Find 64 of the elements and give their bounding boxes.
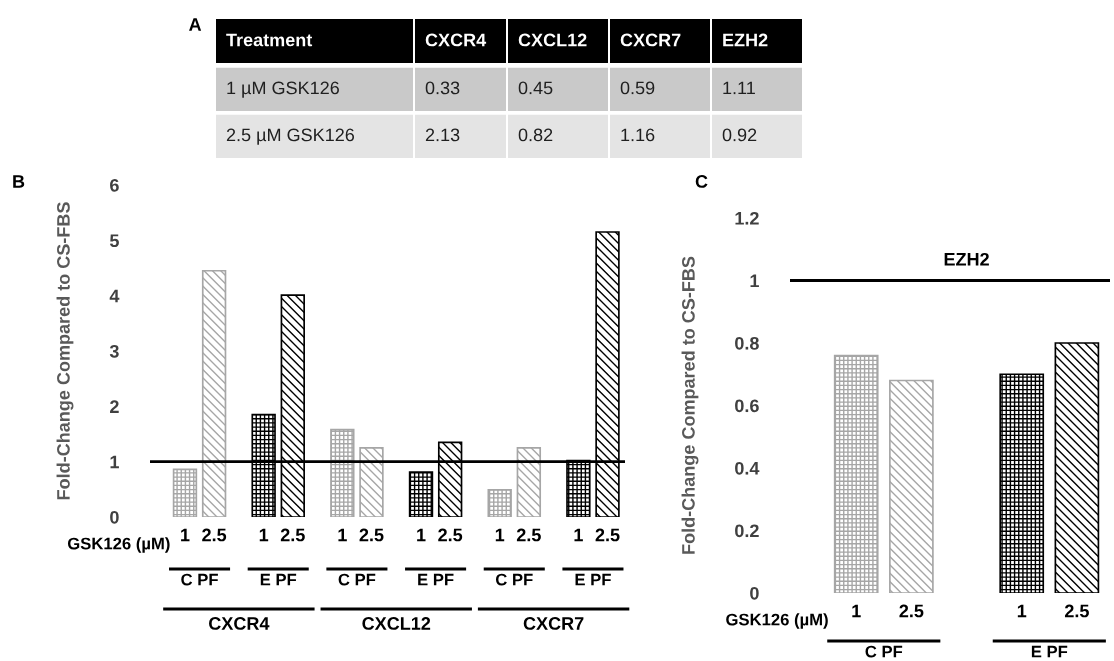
y-tick-label: 1	[110, 455, 119, 469]
x-tick-label: 2.5	[899, 604, 924, 618]
x-tick-label: 1	[852, 604, 861, 618]
x-tick-label: 2.5	[595, 528, 620, 542]
y-tick-label: 0	[110, 510, 119, 524]
text: E PF	[575, 573, 611, 586]
category-label: CXCL12	[518, 33, 587, 47]
y-tick-label: 4	[109, 289, 120, 303]
y-tick-label: 1.2	[735, 211, 759, 225]
x-tick-label: 1	[1017, 604, 1027, 618]
y-tick-label: 0.6	[735, 399, 759, 413]
text: C PF	[495, 573, 533, 586]
x-tick-label: 1	[181, 528, 190, 542]
y-tick-label: 2	[110, 400, 119, 413]
x-tick-label: 2.5	[438, 528, 463, 542]
text: C PF	[181, 573, 218, 586]
text: 1 µM GSK126	[227, 81, 339, 98]
text: 1.16	[621, 128, 655, 142]
text: 1.11	[723, 81, 755, 95]
text: E PF	[260, 573, 297, 586]
text: 0.59	[620, 81, 655, 95]
text: E PF	[418, 573, 454, 586]
y-tick-label: 0.8	[735, 336, 759, 350]
y-tick-label: 6	[110, 178, 119, 192]
x-tick-label: 2.5	[202, 528, 227, 542]
x-tick-label: 1	[417, 528, 426, 542]
x-tick-label: 2.5	[280, 528, 305, 542]
text: CXCR7	[523, 617, 584, 630]
text: CXCR4	[209, 617, 270, 630]
text: CXCL12	[362, 617, 431, 630]
chart-title: B	[13, 175, 25, 188]
x-axis-title: GSK126 (µM)	[726, 613, 828, 629]
x-axis-title: GSK126 (µM)	[67, 537, 170, 553]
y-tick-label: 0.4	[735, 461, 760, 475]
y-tick-label: 0	[750, 586, 759, 600]
text: E PF	[1031, 645, 1068, 658]
text: C PF	[338, 573, 376, 586]
text: 0.82	[518, 128, 553, 142]
x-tick-label: 2.5	[516, 528, 541, 542]
x-tick-label: 2.5	[359, 528, 384, 542]
category-label: CXCR4	[425, 33, 487, 47]
x-tick-label: 1	[338, 528, 347, 542]
x-tick-label: 1	[574, 528, 583, 542]
chart-title: C	[695, 175, 708, 188]
text: 0.92	[722, 128, 757, 142]
category-label: CXCR7	[620, 33, 681, 47]
x-tick-label: 1	[259, 528, 269, 542]
y-tick-label: 0.2	[735, 524, 759, 538]
y-tick-label: 5	[109, 234, 119, 248]
y-axis-title: Fold-Change Compared to CS-FBS	[56, 202, 74, 500]
text: 0.33	[425, 81, 460, 95]
text: 2.13	[425, 128, 460, 142]
text: 0.45	[518, 81, 553, 95]
text: 2.5 µM GSK126	[226, 128, 355, 145]
x-tick-label: 1	[495, 528, 505, 542]
x-tick-label: 2.5	[1064, 604, 1089, 618]
text: A	[189, 18, 202, 31]
category-label: EZH2	[723, 33, 768, 47]
y-axis-title: Fold-Change Compared to CS-FBS	[681, 256, 699, 554]
category-label: Treatment	[226, 33, 313, 47]
ref-line-label: EZH2	[944, 252, 989, 266]
y-tick-label: 1	[750, 274, 759, 288]
y-tick-label: 3	[109, 344, 119, 358]
text: C PF	[865, 645, 903, 658]
